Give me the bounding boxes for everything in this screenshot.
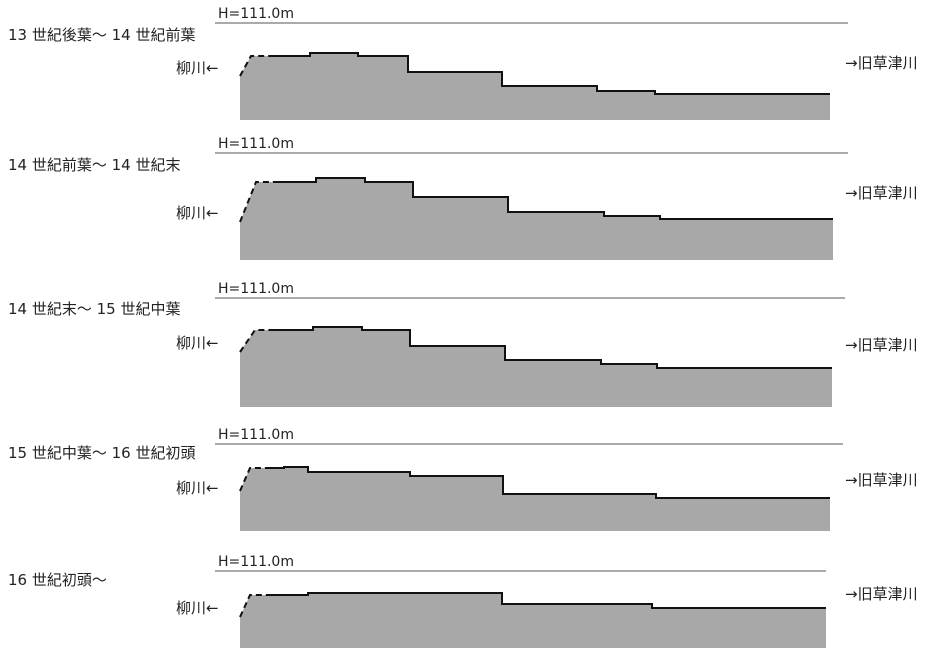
right-river-label: →旧草津川 (845, 336, 918, 354)
surface-line-inferred (239, 55, 270, 77)
surface-line-inferred (239, 594, 268, 618)
surface-line (275, 177, 833, 220)
datum-height-label: H=111.0m (218, 136, 294, 152)
ground-profile (240, 467, 830, 531)
datum-height-label: H=111.0m (218, 6, 294, 22)
period-label: 14 世紀前葉～ 14 世紀末 (8, 156, 180, 174)
left-river-label: 柳川← (176, 479, 219, 497)
ground-profile (240, 178, 833, 260)
right-river-label: →旧草津川 (845, 54, 918, 72)
period-label: 14 世紀末～ 15 世紀中葉 (8, 300, 180, 318)
period-label: 15 世紀中葉～ 16 世紀初頭 (8, 444, 195, 462)
datum-height-label: H=111.0m (218, 427, 294, 443)
surface-line (270, 52, 830, 95)
left-river-label: 柳川← (176, 204, 219, 222)
period-label: 16 世紀初頭～ (8, 571, 107, 589)
section-panel-5: H=111.0m 16 世紀初頭～ 柳川← →旧草津川 (8, 554, 918, 648)
surface-line-inferred (239, 467, 270, 492)
surface-line (274, 326, 832, 369)
section-panel-3: H=111.0m 14 世紀末～ 15 世紀中葉 柳川← →旧草津川 (8, 281, 918, 407)
right-river-label: →旧草津川 (845, 585, 918, 603)
right-river-label: →旧草津川 (845, 471, 918, 489)
left-river-label: 柳川← (176, 334, 219, 352)
surface-line (268, 592, 826, 609)
surface-line-inferred (239, 181, 275, 223)
ground-profile (240, 327, 832, 407)
left-river-label: 柳川← (176, 599, 219, 617)
ground-profile (240, 593, 826, 648)
period-label: 13 世紀後葉～ 14 世紀前葉 (8, 26, 195, 44)
datum-height-label: H=111.0m (218, 554, 294, 570)
left-river-label: 柳川← (176, 59, 219, 77)
section-panel-2: H=111.0m 14 世紀前葉～ 14 世紀末 柳川← →旧草津川 (8, 136, 918, 260)
datum-height-label: H=111.0m (218, 281, 294, 297)
section-panel-4: H=111.0m 15 世紀中葉～ 16 世紀初頭 柳川← →旧草津川 (8, 427, 918, 531)
right-river-label: →旧草津川 (845, 184, 918, 202)
section-panel-1: H=111.0m 13 世紀後葉～ 14 世紀前葉 柳川← →旧草津川 (8, 6, 918, 120)
surface-line (270, 466, 830, 499)
